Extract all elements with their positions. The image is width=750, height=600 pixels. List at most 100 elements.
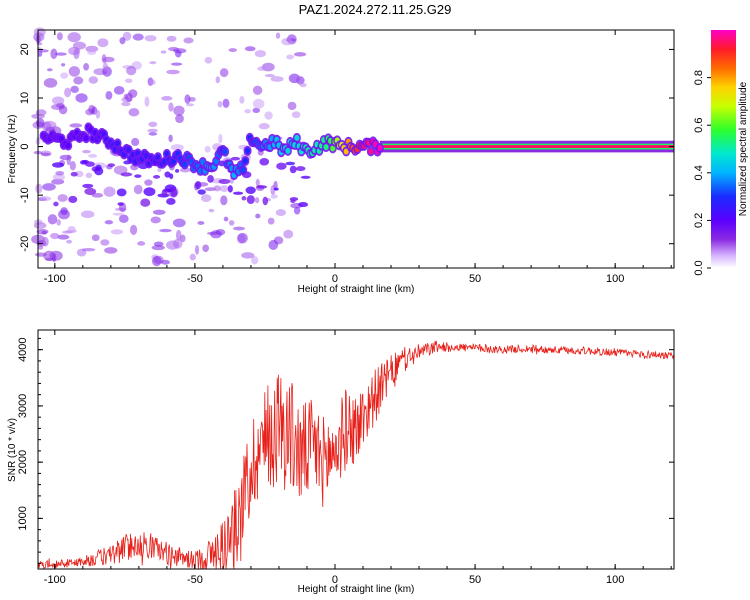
spectrogram-noise-blob (219, 68, 229, 78)
snr-y-tick-label: 3000 (17, 394, 29, 418)
spectrogram-ridge-cell (245, 147, 251, 154)
spectrogram-noise-blob (232, 191, 244, 195)
spectrogram-noise-blob (204, 56, 213, 64)
colorbar-tick-label: 0.6 (693, 118, 705, 133)
spectrogram-noise-blob (88, 153, 98, 158)
spectrogram-noise-blob (130, 224, 138, 235)
spectrogram-noise-blob (42, 236, 49, 247)
spectrogram-noise-blob (66, 154, 71, 166)
spectrogram-noise-blob (80, 210, 95, 219)
spectrogram-noise-blob (204, 187, 216, 192)
spectrogram-noise-blob (52, 173, 66, 181)
spectrogram-noise-blob (175, 168, 180, 173)
spectrogram-x-ticks: -100 -50 0 50 100 (44, 30, 672, 285)
spectrogram-noise-blob (255, 178, 260, 187)
spectrogram-noise-blob (204, 145, 211, 153)
spectrogram-noise-blob (148, 132, 158, 136)
spectrogram-noise-blob (143, 187, 156, 197)
spectrogram-noise-blob (168, 134, 173, 143)
spectrogram-noise-blob (152, 209, 166, 215)
spectrogram-noise-blob (287, 101, 297, 111)
spectrogram-noise-blob (37, 196, 52, 202)
spectrogram-noise-blob (87, 50, 97, 55)
spectrogram-noise-blob (160, 50, 167, 54)
spectrogram-noise-blob (291, 111, 301, 119)
spectrogram-noise-blob (85, 45, 99, 53)
spectrogram-noise-blob (88, 76, 99, 84)
spectrogram-ridge (39, 122, 674, 181)
spectrogram-noise-blob (124, 78, 133, 83)
spectrogram-noise-blob (255, 213, 261, 219)
spectrogram-noise-blob (101, 54, 107, 64)
spectrogram-noise-blob (166, 69, 180, 75)
spectrogram-noise-blob (270, 76, 284, 82)
spectrogram-noise-blob (104, 247, 118, 254)
spectrogram-noise-blob (164, 171, 171, 178)
spectrogram-noise-blob (52, 96, 65, 105)
colorbar-tick-label: 0.8 (693, 70, 705, 85)
spectrogram-noise-blob (149, 61, 157, 65)
spectrogram-noise-blob (84, 187, 97, 196)
spectrogram-noise-blob (185, 103, 195, 107)
spectrogram-noise-blob (160, 259, 170, 265)
spectrogram-noise-blob (131, 137, 140, 147)
spectrogram-noise-blob (241, 252, 255, 259)
spectrogram-x-tick-label: 0 (332, 273, 338, 285)
spectrogram-ridge-cell (213, 158, 219, 165)
spectrogram-noise-blob (180, 234, 186, 243)
spectrogram-noise-blob (218, 133, 223, 144)
spectrogram-noise-blob (189, 253, 196, 261)
spectrogram-noise-blob (165, 240, 180, 250)
spectrogram-noise-blob (35, 183, 43, 194)
spectrogram-noise-blob (299, 82, 307, 88)
spectrogram-noise-blob (275, 32, 281, 39)
snr-x-tick-label: 100 (606, 574, 624, 586)
spectrogram-noise-blob (244, 109, 251, 114)
spectrogram-noise-blob (121, 101, 131, 107)
spectrogram-noise-blob (259, 158, 270, 166)
spectrogram-noise-blob (173, 105, 185, 116)
spectrogram-noise-blob (179, 167, 191, 173)
spectrogram-noise-blob (298, 201, 309, 208)
spectrogram-ridge-cell (155, 154, 161, 161)
spectrogram-noise-blob (66, 239, 72, 244)
spectrogram-noise-blob (70, 171, 78, 177)
spectrogram-noise-blob (197, 189, 206, 195)
spectrogram-noise-blob (94, 167, 104, 176)
spectrogram-ridge-cell (65, 142, 71, 149)
spectrogram-noise-blob (286, 54, 294, 60)
spectrogram-noise-blob (119, 37, 126, 45)
spectrogram-noise-blob (67, 225, 76, 233)
spectrogram-noise-blob (53, 201, 59, 207)
spectrogram-noise-blob (257, 66, 266, 71)
spectrogram-noise-blob (144, 179, 153, 186)
spectrogram-noise-blob (194, 181, 202, 190)
spectrogram-noise-blob (283, 229, 294, 239)
spectrogram-noise-blob (159, 228, 172, 233)
spectrogram-noise-blob (126, 65, 137, 76)
spectrogram-noise-blob (258, 123, 270, 130)
spectrogram-noise-blob (133, 184, 143, 195)
snr-x-tick-label: -50 (187, 574, 203, 586)
colorbar-label: Normalized spectral amplitude (738, 81, 749, 216)
spectrogram-x-tick-label: 100 (606, 273, 624, 285)
spectrogram-noise-blob (206, 231, 218, 236)
spectrogram-noise-blob (83, 63, 89, 71)
spectrogram-noise-blob (228, 220, 235, 226)
spectrogram-noise-blob (57, 234, 70, 240)
spectrogram-noise-blob (170, 188, 178, 198)
spectrogram-noise-blob (166, 35, 177, 42)
spectrogram-noise-blob (102, 62, 108, 73)
spectrogram-noise-blob (91, 106, 98, 115)
spectrogram-y-tick-label: -10 (19, 187, 31, 203)
spectrogram-noise-blob (218, 178, 231, 184)
spectrogram-noise-blob (252, 107, 261, 114)
spectrogram-x-tick-label: -50 (187, 273, 203, 285)
spectrogram-noise-blob (68, 66, 80, 77)
spectrogram-noise-blob (33, 32, 45, 42)
spectrogram-noise-blob (197, 221, 205, 225)
spectrogram-noise-blob (241, 196, 247, 201)
colorbar-tick-label: 0.4 (693, 165, 705, 180)
snr-frame (37, 329, 675, 570)
